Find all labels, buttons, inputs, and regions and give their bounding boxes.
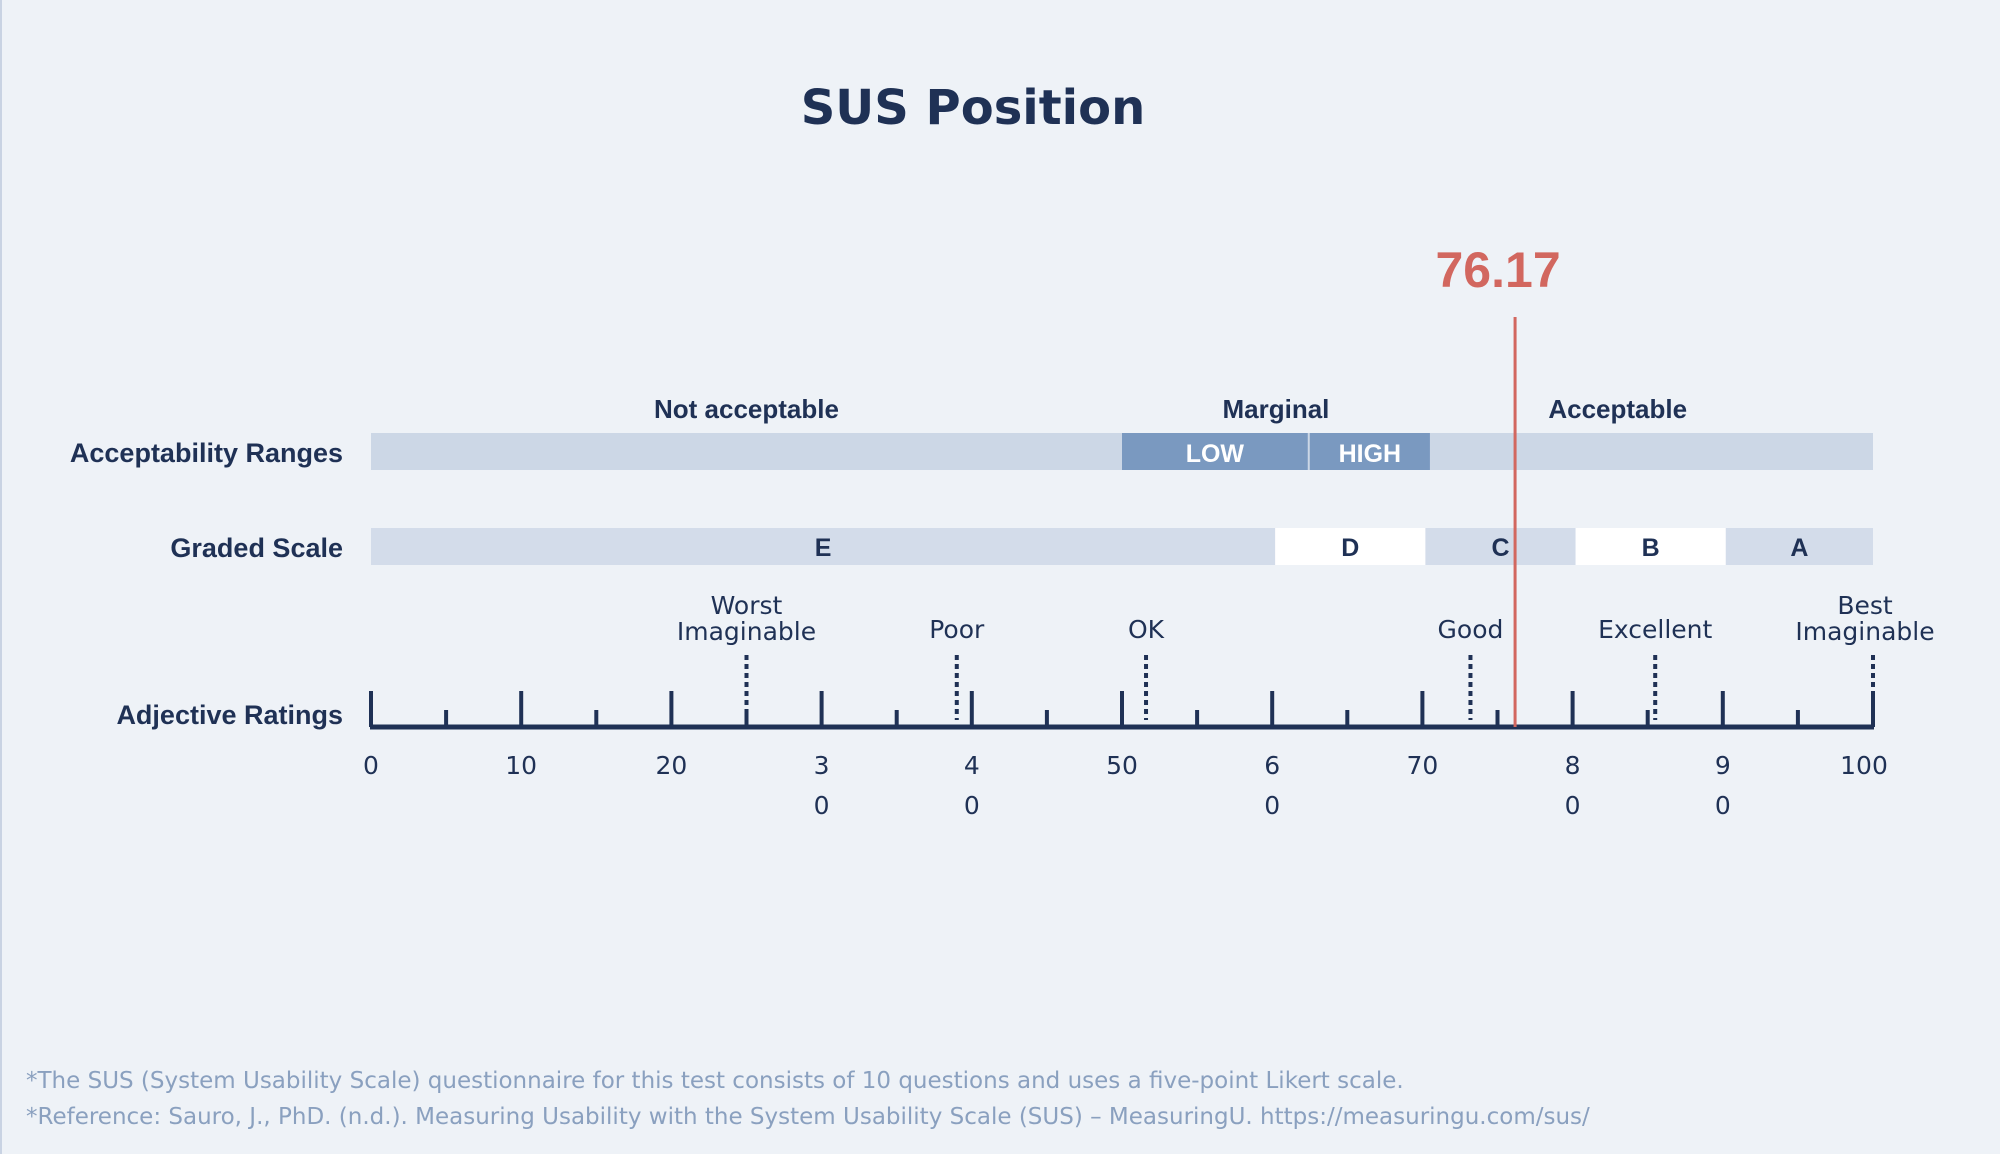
grade-band-d: [1275, 528, 1426, 565]
score-value: 76.17: [1436, 242, 1561, 298]
tick-label-second-line: 0: [1264, 791, 1280, 820]
chart-title: SUS Position: [801, 80, 1146, 136]
tick-label: 8: [1565, 751, 1581, 780]
adjective-row-label: Adjective Ratings: [116, 700, 343, 730]
acceptability-range-label: Acceptable: [1548, 394, 1687, 424]
tick-label: 3: [814, 751, 830, 780]
tick-label: 6: [1264, 751, 1280, 780]
footnote-reference: *Reference: Sauro, J., PhD. (n.d.). Meas…: [26, 1104, 1590, 1130]
grade-band-c: [1425, 528, 1576, 565]
acceptability-range-label: Marginal: [1222, 394, 1329, 424]
grade-label: E: [815, 534, 832, 562]
tick-label: 70: [1406, 751, 1438, 780]
grade-label: B: [1642, 534, 1660, 562]
tick-label: 0: [363, 751, 379, 780]
graded-row-label: Graded Scale: [170, 533, 343, 563]
adjective-label: Excellent: [1598, 615, 1712, 644]
acceptability-ranges: Not acceptable Marginal Acceptable LOW HIGH: [371, 394, 1873, 470]
marginal-band-high: [1309, 433, 1430, 470]
grade-label: D: [1341, 534, 1359, 562]
grade-label: A: [1790, 534, 1808, 562]
adjective-label: OK: [1128, 615, 1165, 644]
adjective-label: Imaginable: [1795, 617, 1934, 646]
tick-label: 20: [655, 751, 687, 780]
tick-label-second-line: 0: [1565, 791, 1581, 820]
grade-band-e: [371, 528, 1276, 565]
tick-label-second-line: 0: [964, 791, 980, 820]
tick-label: 100: [1840, 751, 1888, 780]
grade-band-a: [1725, 528, 1873, 565]
marginal-band-label: LOW: [1186, 440, 1245, 468]
marginal-band-low: [1122, 433, 1308, 470]
score-marker: 76.17: [1436, 242, 1561, 727]
adjective-label: Poor: [929, 615, 985, 644]
left-border: [0, 0, 2, 1154]
tick-label: 10: [505, 751, 537, 780]
grade-band-b: [1575, 528, 1726, 565]
tick-label-second-line: 0: [1715, 791, 1731, 820]
acceptability-row-label: Acceptability Ranges: [70, 438, 343, 468]
tick-label: 50: [1106, 751, 1138, 780]
adjective-label: Imaginable: [677, 617, 816, 646]
adjective-label: Worst: [711, 591, 783, 620]
adjective-label: Good: [1438, 615, 1504, 644]
tick-label-second-line: 0: [814, 791, 830, 820]
tick-label: 4: [964, 751, 980, 780]
tick-label: 9: [1715, 751, 1731, 780]
marginal-band-label: HIGH: [1339, 440, 1402, 468]
grade-label: C: [1491, 534, 1509, 562]
adjective-label: Best: [1837, 591, 1893, 620]
footnote-sus-description: *The SUS (System Usability Scale) questi…: [26, 1068, 1404, 1094]
acceptability-range-label: Not acceptable: [654, 394, 839, 424]
